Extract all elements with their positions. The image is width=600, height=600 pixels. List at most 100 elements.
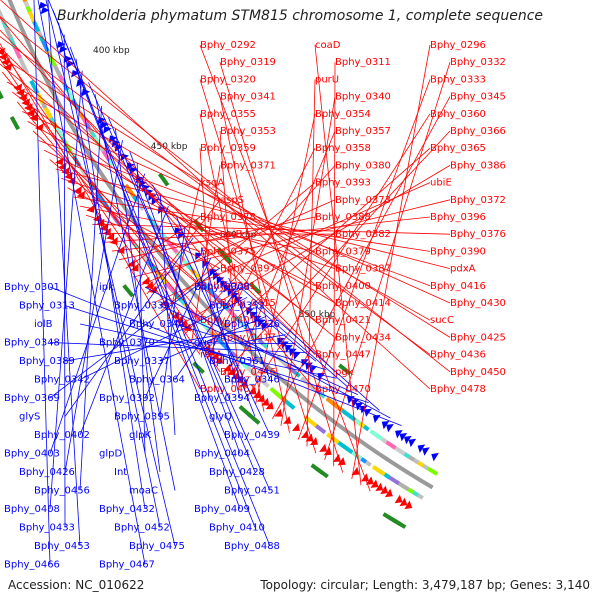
forward-gene-label: aspS: [220, 195, 244, 206]
reverse-leader-line: [239, 286, 380, 411]
reverse-gene-label: moaC: [129, 486, 158, 497]
forward-leader-line: [280, 96, 336, 426]
kbp-tick-label: 400 kbp: [93, 46, 130, 56]
reverse-gene-arrow: [408, 438, 417, 448]
reverse-leader-line: [75, 58, 146, 510]
reverse-gene-arrow: [223, 284, 232, 293]
reverse-gene-label: Int: [114, 467, 127, 478]
forward-leader-line: [199, 113, 265, 412]
forward-gene-arrow: [310, 436, 318, 445]
forward-gene-arrow: [227, 367, 236, 376]
forward-gene-label: Bphy_0360: [430, 109, 486, 120]
reverse-leader-line: [176, 216, 256, 417]
forward-leader-line: [161, 182, 316, 312]
forward-gene-label: recA: [200, 350, 223, 361]
reverse-leader-line: [201, 247, 241, 399]
forward-gene-label: coaD: [315, 40, 341, 51]
forward-gene-arrow: [292, 423, 300, 431]
reverse-leader-line: [136, 162, 146, 454]
reverse-gene-arrow: [386, 424, 394, 433]
forward-gene-label: Bphy_0365: [430, 143, 486, 154]
reverse-gene-label: Bphy_0337: [114, 356, 170, 367]
forward-gene-label: Bphy_0375: [200, 246, 256, 257]
forward-gene-arrow: [141, 276, 150, 285]
reverse-gene-arrow: [422, 447, 430, 456]
forward-leader-line: [16, 101, 201, 321]
rna-mark: [382, 512, 397, 523]
reverse-gene-label: glpD: [99, 449, 122, 460]
accession-text: Accession: NC_010622: [8, 578, 145, 592]
forward-gene-arrow: [265, 401, 274, 410]
reverse-gene-label: glyS: [19, 412, 40, 423]
forward-gene-label: Bphy_0292: [200, 40, 256, 51]
reverse-leader-line: [49, 286, 402, 426]
outer-cog-bar: [269, 386, 283, 400]
forward-gene-label: Bphy_0387: [335, 264, 391, 275]
forward-gene-arrow: [29, 113, 39, 122]
forward-gene-arrow: [261, 397, 270, 406]
reverse-leader-line: [269, 323, 317, 362]
reverse-gene-label: Bphy_0339: [114, 301, 170, 312]
forward-leader-line: [0, 63, 336, 338]
outer-cog-bar: [326, 432, 340, 445]
reverse-gene-arrow: [351, 399, 359, 408]
reverse-leader-line: [239, 334, 286, 343]
inner-cog-bar: [325, 396, 339, 409]
forward-gene-arrow: [215, 355, 223, 364]
reverse-gene-label: Bphy_0451: [224, 486, 280, 497]
rna-mark: [9, 115, 21, 131]
forward-gene-label: Bphy_0296: [430, 40, 486, 51]
forward-leader-line: [297, 79, 431, 440]
reverse-gene-arrow: [227, 288, 236, 297]
reverse-leader-line: [58, 22, 161, 528]
rna-mark: [310, 463, 325, 475]
reverse-gene-label: Bphy_0404: [194, 449, 250, 460]
reverse-leader-line: [108, 117, 256, 473]
forward-gene-label: Bphy_0416: [430, 281, 486, 292]
rna-mark: [0, 85, 4, 100]
reverse-gene-label: Bphy_0344: [129, 319, 185, 330]
forward-gene-label: Bphy_0311: [335, 57, 391, 68]
figure-title: Burkholderia phymatum STM815 chromosome …: [56, 8, 543, 24]
forward-gene-label: Bphy_0397: [220, 264, 276, 275]
forward-leader-line: [255, 113, 316, 405]
forward-gene-label: Bphy_0340: [335, 92, 391, 103]
forward-gene-label: Bphy_0478: [430, 384, 486, 395]
forward-gene-label: Bphy_0366: [450, 126, 506, 137]
forward-gene-label: Bphy_0376: [450, 229, 506, 240]
forward-gene-arrow: [394, 494, 403, 504]
reverse-leader-line: [114, 128, 161, 473]
forward-gene-label: Bphy_0393: [315, 178, 371, 189]
forward-leader-line: [0, 36, 431, 355]
forward-gene-arrow: [319, 443, 328, 452]
forward-leader-line: [306, 79, 316, 447]
forward-leader-line: [175, 165, 451, 328]
forward-leader-line: [199, 44, 371, 492]
outer-cog-bar: [256, 375, 270, 389]
reverse-gene-label: Bphy_0394: [194, 393, 250, 404]
forward-gene-label: Bphy_0417: [220, 332, 276, 343]
forward-gene-label: Bphy_0379: [315, 246, 371, 257]
reverse-leader-line: [159, 305, 358, 395]
forward-gene-label: Bphy_0320: [200, 74, 256, 85]
forward-gene-label: Bphy_0378: [200, 212, 256, 223]
reverse-gene-arrow: [293, 352, 301, 360]
reverse-leader-line: [94, 94, 176, 491]
kbp-tick-label: 500 kbp: [220, 231, 257, 241]
reverse-gene-arrow: [40, 6, 50, 15]
forward-gene-arrow: [106, 232, 115, 241]
reverse-gene-label: Bphy_0426: [19, 467, 75, 478]
reverse-leader-line: [254, 306, 257, 362]
reverse-gene-label: Bphy_0432: [99, 504, 155, 515]
rna-mark: [192, 361, 205, 375]
forward-gene-arrow: [399, 497, 408, 507]
forward-leader-line: [146, 199, 221, 295]
reverse-leader-line: [159, 195, 176, 436]
forward-gene-label: Bphy_0446: [220, 367, 276, 378]
reverse-leader-line: [48, 0, 271, 547]
reverse-gene-arrow: [253, 315, 262, 324]
reverse-leader-line: [228, 277, 271, 380]
forward-gene-label: Bphy_0430: [450, 298, 506, 309]
